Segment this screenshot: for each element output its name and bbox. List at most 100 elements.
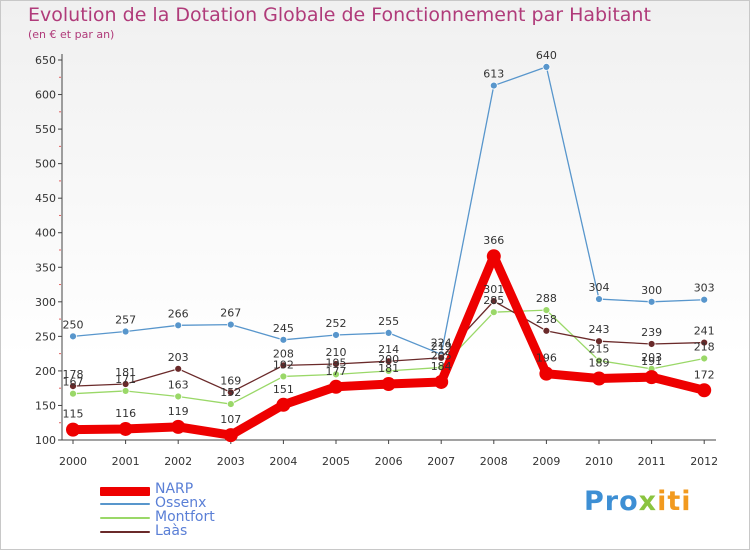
data-point-ossenx bbox=[69, 332, 77, 341]
x-tick-label: 2006 bbox=[375, 455, 403, 468]
data-point-las bbox=[69, 382, 77, 391]
data-label-montfort: 218 bbox=[694, 340, 715, 353]
y-tick-label: 500 bbox=[35, 158, 56, 171]
data-point-las bbox=[384, 357, 393, 366]
data-label-montfort: 167 bbox=[63, 376, 84, 389]
data-label-narp: 115 bbox=[63, 408, 84, 421]
data-label-narp: 107 bbox=[220, 413, 241, 426]
legend-label-laas: Laàs bbox=[155, 523, 188, 539]
data-point-ossenx bbox=[700, 295, 709, 304]
data-label-narp: 172 bbox=[694, 368, 715, 381]
data-point-ossenx bbox=[595, 295, 603, 303]
data-point-montfort bbox=[226, 400, 235, 408]
data-point-montfort bbox=[121, 387, 130, 395]
data-point-narp bbox=[434, 374, 449, 389]
data-point-montfort bbox=[595, 356, 603, 365]
data-point-ossenx bbox=[121, 327, 130, 336]
data-point-montfort bbox=[174, 392, 183, 401]
x-tick-label: 2004 bbox=[269, 455, 297, 468]
data-point-narp bbox=[486, 249, 501, 264]
data-label-montfort: 205 bbox=[431, 349, 452, 362]
data-label-las: 169 bbox=[220, 374, 241, 387]
data-label-ossenx: 640 bbox=[536, 49, 557, 62]
data-point-las bbox=[489, 297, 498, 306]
data-point-las bbox=[174, 364, 183, 373]
data-label-montfort: 203 bbox=[641, 351, 662, 364]
x-tick-label: 2001 bbox=[112, 455, 140, 468]
x-tick-label: 2012 bbox=[690, 455, 718, 468]
data-point-narp bbox=[697, 383, 712, 398]
data-label-narp: 151 bbox=[273, 383, 294, 396]
data-point-narp bbox=[118, 421, 133, 436]
data-point-narp bbox=[644, 370, 659, 385]
data-label-ossenx: 267 bbox=[220, 307, 241, 320]
data-label-narp: 119 bbox=[168, 405, 189, 418]
y-tick-label: 100 bbox=[35, 434, 56, 447]
data-point-narp bbox=[329, 379, 343, 394]
y-axis-tick-labels: 100 150 200 250 300 350 400 450 500 550 600 650 bbox=[35, 54, 56, 447]
legend-swatch-laas bbox=[100, 531, 150, 533]
data-point-ossenx bbox=[542, 63, 551, 71]
data-label-narp: 191 bbox=[641, 355, 662, 368]
data-point-las bbox=[121, 380, 130, 388]
x-tick-label: 2010 bbox=[585, 455, 613, 468]
data-label-las: 203 bbox=[168, 351, 189, 364]
data-point-las bbox=[647, 340, 656, 348]
x-tick-label: 2000 bbox=[59, 455, 87, 468]
data-point-las bbox=[595, 337, 603, 346]
y-tick-label: 150 bbox=[35, 399, 56, 412]
data-point-montfort bbox=[69, 389, 77, 398]
data-label-las: 239 bbox=[641, 326, 662, 339]
x-axis-tick-labels: 2000 2001 2002 2003 2004 2005 2006 2007 2008 2009… bbox=[59, 455, 718, 468]
data-label-narp: 181 bbox=[378, 362, 399, 375]
data-point-las bbox=[332, 360, 340, 368]
data-point-las bbox=[542, 326, 551, 335]
data-point-narp bbox=[592, 371, 606, 386]
data-point-ossenx bbox=[332, 331, 340, 339]
x-tick-label: 2005 bbox=[322, 455, 350, 468]
data-point-las bbox=[700, 338, 709, 347]
data-label-montfort: 285 bbox=[483, 294, 504, 307]
data-label-ossenx: 303 bbox=[694, 282, 715, 295]
data-point-narp bbox=[223, 428, 238, 443]
chart-subtitle: (en € et par an) bbox=[28, 28, 115, 41]
y-tick-label: 350 bbox=[35, 261, 56, 274]
data-label-las: 243 bbox=[589, 323, 610, 336]
data-label-narp: 177 bbox=[326, 365, 347, 378]
data-label-ossenx: 255 bbox=[378, 315, 399, 328]
data-point-montfort bbox=[489, 308, 498, 317]
data-point-narp bbox=[171, 419, 186, 434]
legend-label-montfort: Montfort bbox=[155, 509, 215, 525]
data-label-las: 258 bbox=[536, 313, 557, 326]
data-point-las bbox=[437, 353, 446, 362]
x-tick-label: 2002 bbox=[164, 455, 192, 468]
data-label-ossenx: 252 bbox=[326, 317, 347, 330]
data-label-las: 210 bbox=[326, 346, 347, 359]
y-tick-label: 650 bbox=[35, 54, 56, 67]
data-label-ossenx: 224 bbox=[431, 336, 452, 349]
data-point-montfort bbox=[700, 354, 709, 363]
data-label-las: 219 bbox=[431, 340, 452, 353]
legend-label-ossenx: Ossenx bbox=[155, 495, 207, 511]
data-label-las: 214 bbox=[378, 343, 399, 356]
legend-label-narp: NARP bbox=[155, 481, 194, 497]
data-label-las: 178 bbox=[63, 368, 84, 381]
data-point-montfort bbox=[332, 370, 340, 379]
x-tick-label: 2009 bbox=[532, 455, 560, 468]
data-point-montfort bbox=[542, 306, 551, 315]
axes bbox=[58, 54, 716, 444]
data-point-ossenx bbox=[174, 321, 183, 330]
data-label-las: 208 bbox=[273, 347, 294, 360]
data-label-narp: 366 bbox=[483, 234, 504, 247]
data-point-ossenx bbox=[647, 297, 656, 306]
data-label-ossenx: 266 bbox=[168, 307, 189, 320]
data-point-narp bbox=[66, 422, 80, 437]
data-point-narp bbox=[539, 366, 554, 381]
data-label-las: 301 bbox=[483, 283, 504, 296]
x-tick-label: 2008 bbox=[480, 455, 508, 468]
data-label-montfort: 192 bbox=[273, 358, 294, 371]
y-tick-label: 600 bbox=[35, 89, 56, 102]
data-label-ossenx: 250 bbox=[63, 318, 84, 331]
data-point-ossenx bbox=[226, 320, 235, 329]
